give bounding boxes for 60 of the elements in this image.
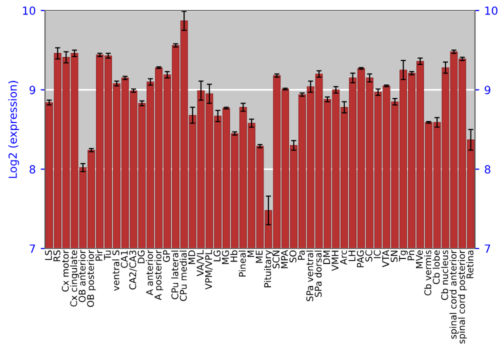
x-tick-label: VA/VL bbox=[196, 250, 204, 276]
x-tick-label: MVe bbox=[416, 250, 423, 268]
x-tick-label: Cb vermis bbox=[424, 250, 432, 296]
y-axis-title: Log2 (expression) bbox=[8, 80, 20, 178]
x-tick-label: Pir bbox=[95, 250, 102, 261]
x-tick-label: SC bbox=[365, 250, 372, 262]
x-tick-label: PAG bbox=[356, 250, 364, 268]
x-tick-label: A posterior bbox=[154, 250, 164, 300]
y-tick-label: 9 bbox=[30, 86, 36, 94]
x-tick-label: OB anterior bbox=[78, 250, 86, 302]
x-tick-label: Tu bbox=[104, 250, 111, 260]
x-tick-label: GP bbox=[162, 250, 170, 262]
y2-tick-label: 9 bbox=[484, 86, 490, 94]
x-tick-label: VTA bbox=[382, 250, 389, 268]
x-tick-label: Pineal bbox=[238, 250, 246, 276]
x-tick-label: M bbox=[247, 250, 254, 257]
x-tick-label: CPu lateral bbox=[171, 250, 178, 300]
x-tick-label: IC bbox=[374, 250, 381, 258]
x-tick-label: LS bbox=[44, 250, 52, 260]
x-tick-label: SCN bbox=[272, 250, 280, 268]
y-tick-label: 8 bbox=[30, 165, 36, 174]
x-tick-label: MD bbox=[188, 250, 196, 264]
y2-tick-label: 10 bbox=[485, 6, 498, 15]
x-tick-label: spinal cord anterior bbox=[449, 250, 458, 339]
x-tick-label: CA2/CA3 bbox=[129, 250, 137, 290]
x-tick-label: Pituitary bbox=[264, 250, 273, 288]
x-tick-label: Arc bbox=[340, 250, 347, 265]
x-tick-label: Retina bbox=[466, 250, 474, 278]
x-tick-label: MG bbox=[222, 250, 229, 264]
x-tick-label: MPA bbox=[281, 250, 288, 268]
x-tick-label: SPa dorsal bbox=[314, 250, 322, 297]
x-tick-label: Cb lobe bbox=[432, 250, 440, 284]
x-tick-label: LG bbox=[214, 250, 221, 262]
x-tick-label: Cx cingulate bbox=[70, 250, 79, 307]
x-tick-label: Pn bbox=[408, 250, 414, 260]
x-tick-label: Cx motor bbox=[62, 250, 69, 292]
x-tick-label: OB posterior bbox=[86, 250, 96, 307]
x-tick-label: Cb nucleus bbox=[441, 250, 448, 300]
x-tick-label: Hb bbox=[230, 250, 238, 262]
x-tick-label: DM bbox=[323, 250, 330, 264]
x-tick-label: LH bbox=[348, 250, 356, 261]
x-tick-label: ventral S bbox=[112, 250, 120, 291]
y-tick-label: 7 bbox=[30, 244, 36, 253]
x-tick-label: RS bbox=[53, 250, 60, 262]
x-tick-label: A anterior bbox=[146, 250, 154, 296]
x-tick-label: CPu medial bbox=[180, 250, 187, 301]
x-tick-label: CA1 bbox=[120, 250, 128, 268]
y-tick-label: 10 bbox=[23, 6, 36, 15]
x-tick-label: Tg bbox=[399, 250, 408, 262]
x-tick-label: Pa bbox=[298, 250, 305, 260]
y2-tick-label: 7 bbox=[484, 244, 490, 253]
x-tick-label: SO bbox=[289, 250, 296, 262]
x-tick-label: SPa ventral bbox=[306, 250, 314, 302]
x-tick-label: VMH bbox=[332, 250, 338, 271]
x-tick-label: DG bbox=[138, 250, 145, 264]
x-tick-label: ME bbox=[256, 250, 263, 263]
x-tick-label: VPM/VPL bbox=[205, 250, 213, 290]
x-tick-label: spinal cord posterior bbox=[458, 250, 467, 344]
y2-tick-label: 8 bbox=[484, 165, 490, 174]
x-tick-label: SN bbox=[390, 250, 398, 262]
